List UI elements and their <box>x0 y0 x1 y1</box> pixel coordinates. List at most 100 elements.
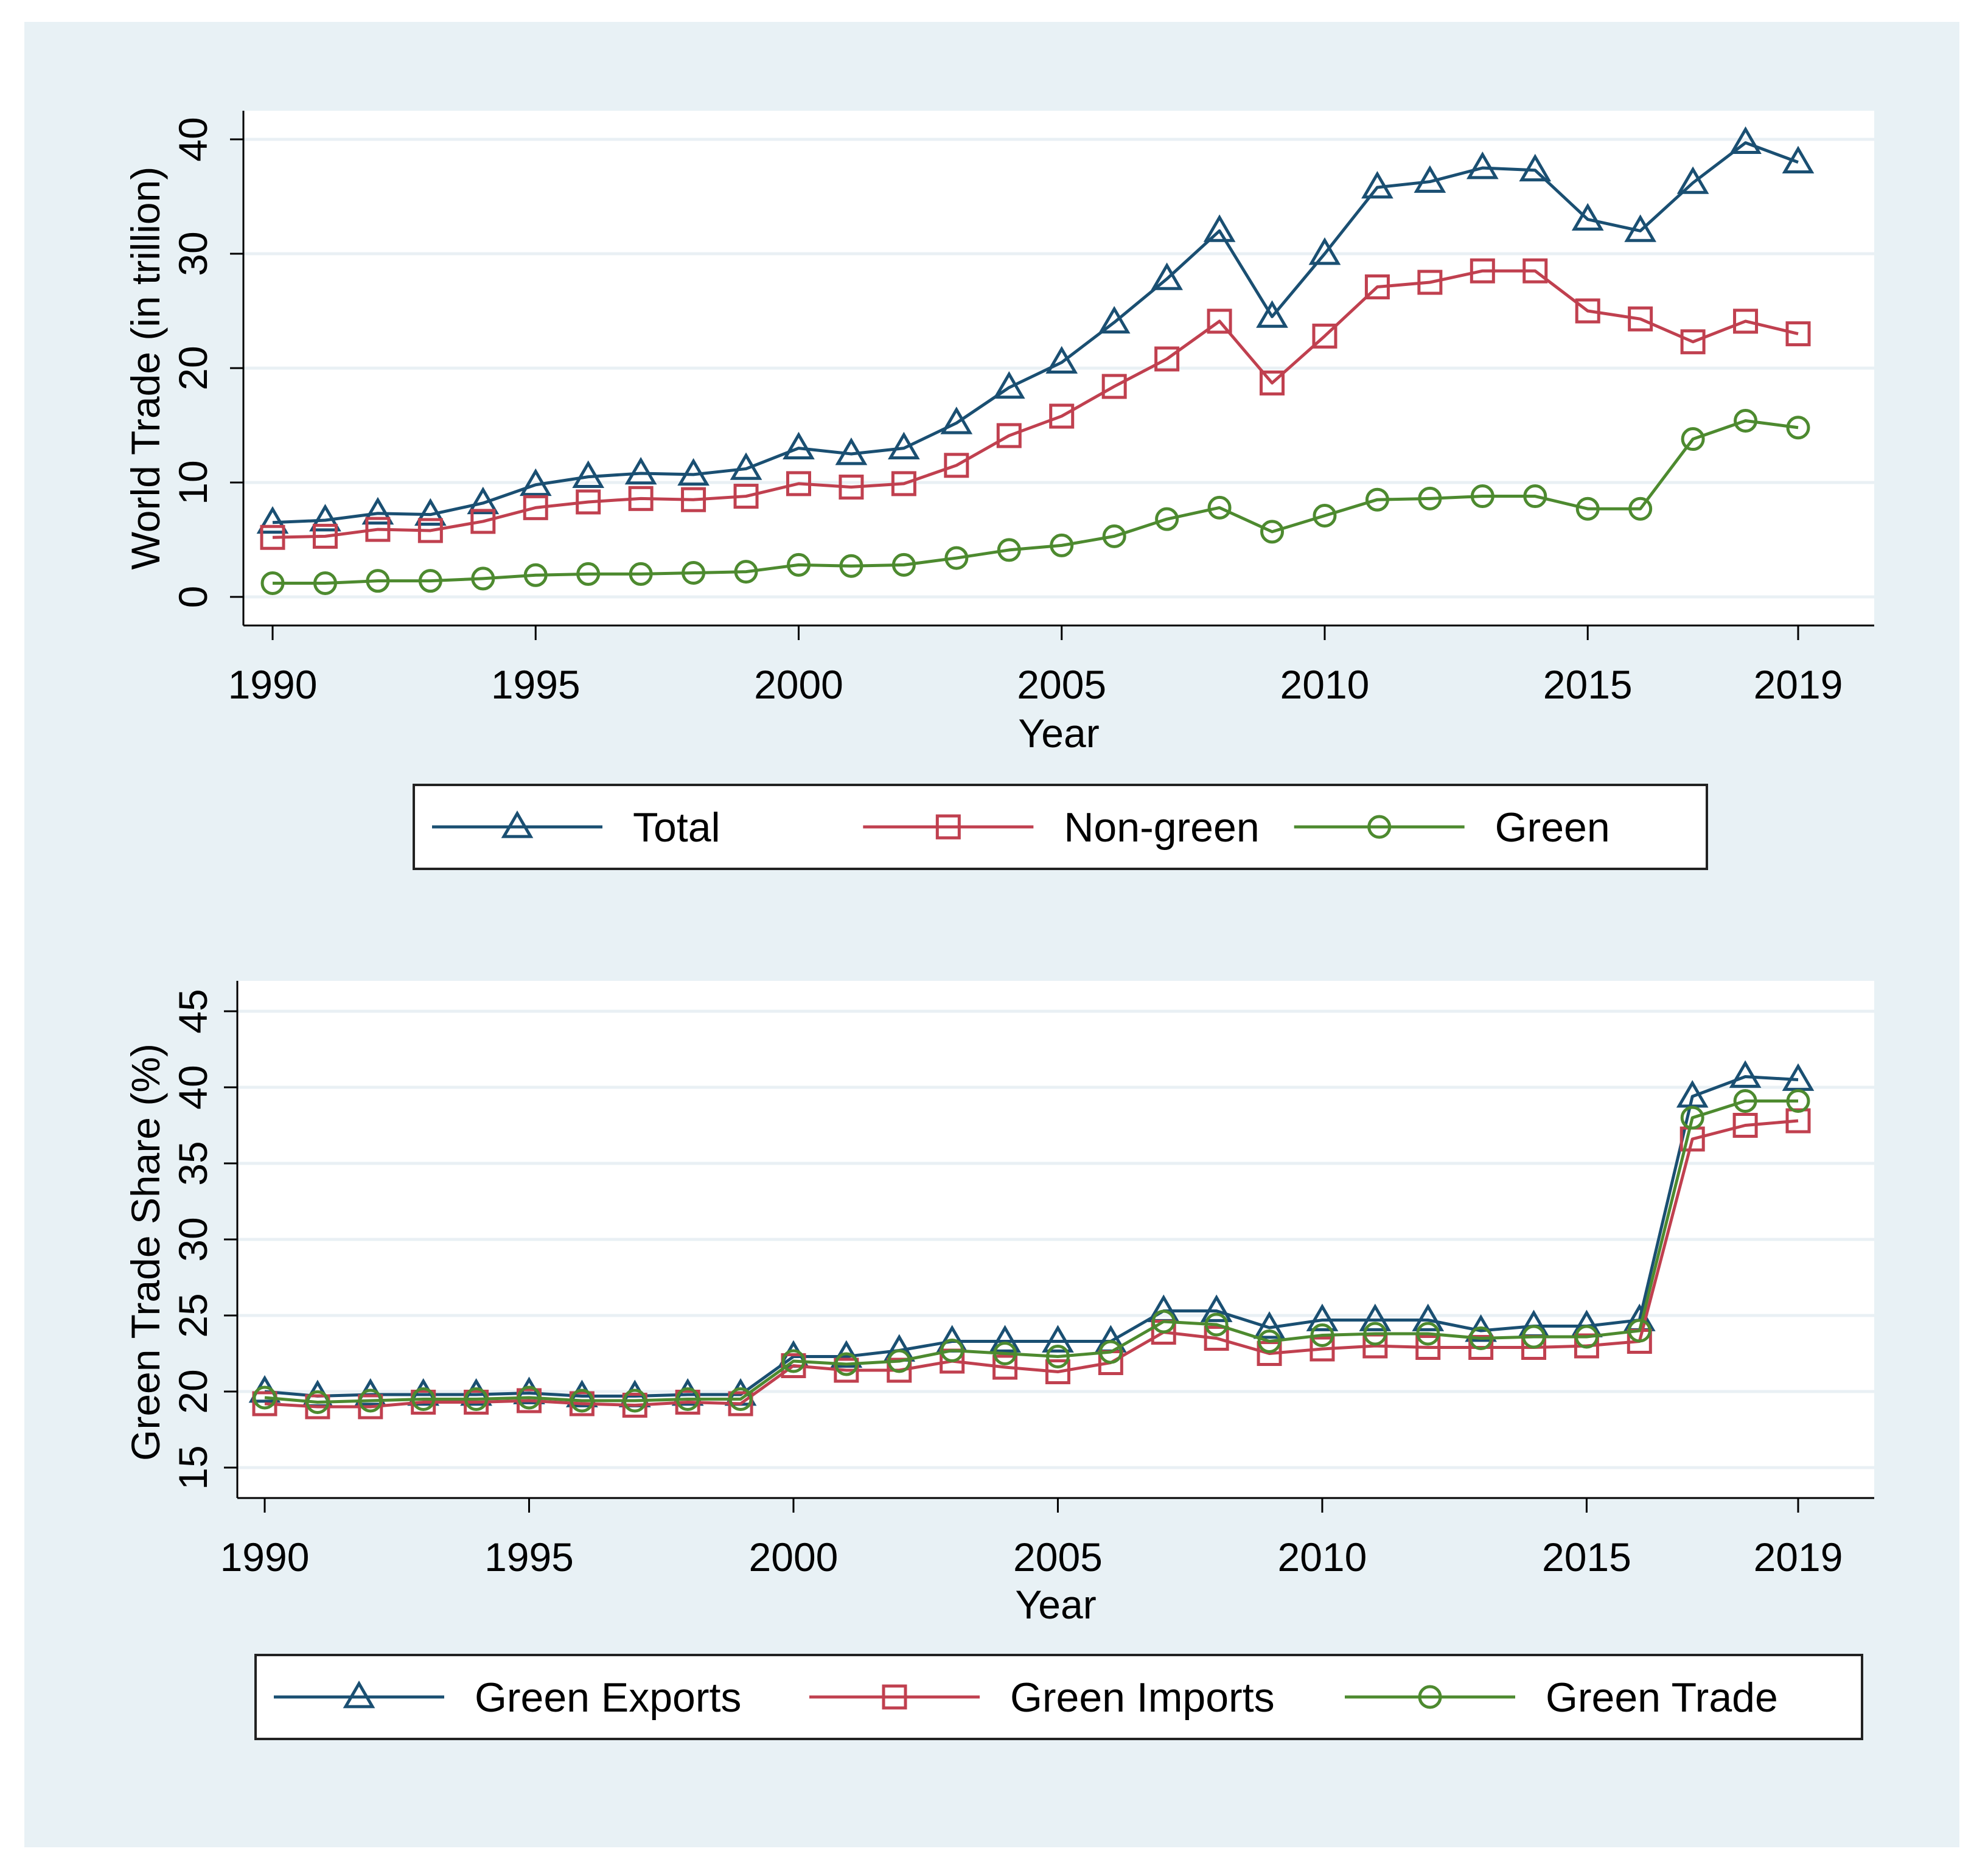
data-point <box>940 1339 964 1362</box>
x-tick-label: 2005 <box>1013 1535 1103 1580</box>
data-point <box>1042 1325 1074 1353</box>
data-point <box>992 371 1025 399</box>
data-point <box>1045 1345 1070 1368</box>
y-tick-label: 10 <box>170 460 215 504</box>
data-point <box>1628 496 1653 521</box>
legend-entry: Total <box>432 804 720 851</box>
data-point <box>517 1385 541 1410</box>
data-point <box>358 1394 383 1420</box>
chart-green-trade-share: 15 20 25 30 35 40 45 1990 1995 2000 2005 2010 2015 20… <box>123 981 1874 1740</box>
data-point <box>944 453 969 478</box>
data-point <box>1049 403 1075 429</box>
data-point <box>1785 321 1811 347</box>
y-tick-label: 30 <box>170 231 215 276</box>
data-point <box>1155 507 1179 531</box>
data-point <box>519 468 552 496</box>
data-point <box>1365 487 1389 512</box>
x-tick-label: 1995 <box>491 662 581 707</box>
x-tick-label: 2005 <box>1017 662 1106 707</box>
series-line <box>272 269 1799 539</box>
data-point <box>417 518 443 543</box>
legend-label: Non-green <box>1064 804 1259 851</box>
data-point <box>1676 166 1709 194</box>
y-tick-label: 15 <box>170 1445 215 1489</box>
data-point <box>1574 1333 1599 1359</box>
data-point <box>1154 346 1180 372</box>
x-tick-label: 2000 <box>754 662 843 707</box>
legend-marker <box>343 1681 375 1709</box>
data-point <box>1260 520 1285 544</box>
data-point <box>309 504 341 532</box>
data-point <box>1416 1322 1440 1346</box>
x-tick-label: 1990 <box>228 662 318 707</box>
series-line <box>264 1099 1798 1404</box>
legend: Total Non-green Green <box>413 784 1708 870</box>
data-point <box>1253 1311 1286 1339</box>
y-tick-label: 0 <box>170 586 215 608</box>
data-point <box>470 509 496 534</box>
legend-label: Green Exports <box>475 1674 741 1721</box>
data-point <box>629 562 653 586</box>
data-point <box>624 456 657 485</box>
series-non-green <box>260 258 1811 550</box>
data-point <box>783 431 815 459</box>
y-tick-label: 45 <box>170 989 215 1033</box>
data-point <box>839 475 864 500</box>
legend-label: Total <box>633 804 720 851</box>
data-point <box>835 437 868 465</box>
data-point <box>1470 484 1494 509</box>
data-point <box>1466 152 1499 179</box>
x-axis-title: Year <box>1015 1582 1096 1627</box>
data-point <box>1359 1303 1392 1331</box>
data-point <box>1522 258 1548 284</box>
data-point <box>576 562 601 586</box>
data-point <box>1414 165 1446 193</box>
data-point <box>365 517 391 542</box>
data-point <box>675 1387 700 1411</box>
series-green <box>260 408 1810 595</box>
data-point <box>1313 504 1337 528</box>
data-point <box>839 554 863 578</box>
series <box>248 1060 1815 1420</box>
data-point <box>1045 346 1078 374</box>
data-point <box>1522 1325 1546 1349</box>
data-point <box>1310 1336 1335 1362</box>
data-point <box>1417 270 1443 295</box>
y-tick-label: 40 <box>170 117 215 161</box>
data-point <box>1204 1312 1229 1337</box>
legend-marker <box>882 1684 907 1710</box>
data-point <box>677 458 710 486</box>
y-tick-label: 25 <box>170 1293 215 1337</box>
x-tick-label: 1990 <box>220 1535 310 1580</box>
legend-entry: Green Exports <box>274 1674 741 1721</box>
legend-entry: Green <box>1294 804 1610 851</box>
data-point <box>1733 308 1759 334</box>
data-point <box>1680 1106 1704 1130</box>
data-point <box>944 546 969 570</box>
x-tick-label: 2000 <box>749 1535 839 1580</box>
x-tick-label: 2019 <box>1754 1535 1843 1580</box>
x-tick-label: 2019 <box>1754 662 1843 707</box>
legend-marker <box>501 810 534 838</box>
series-green-trade <box>253 1089 1810 1414</box>
x-tick-label: 2015 <box>1542 1535 1631 1580</box>
legend-box <box>254 1654 1863 1740</box>
data-point <box>252 1391 277 1416</box>
gridlines <box>243 138 1874 599</box>
data-point <box>1575 298 1600 324</box>
data-point <box>305 1390 330 1414</box>
data-point <box>467 486 500 515</box>
data-point <box>1364 274 1390 300</box>
data-point <box>414 498 447 526</box>
data-point <box>1256 300 1288 328</box>
data-point <box>1308 237 1341 265</box>
data-point <box>313 571 337 595</box>
data-point <box>996 423 1022 448</box>
data-point <box>1786 416 1810 440</box>
data-point <box>1733 1089 1757 1113</box>
data-point <box>1102 524 1126 548</box>
data-point <box>1681 427 1705 451</box>
data-point <box>1574 1325 1599 1349</box>
data-point <box>1782 145 1815 173</box>
